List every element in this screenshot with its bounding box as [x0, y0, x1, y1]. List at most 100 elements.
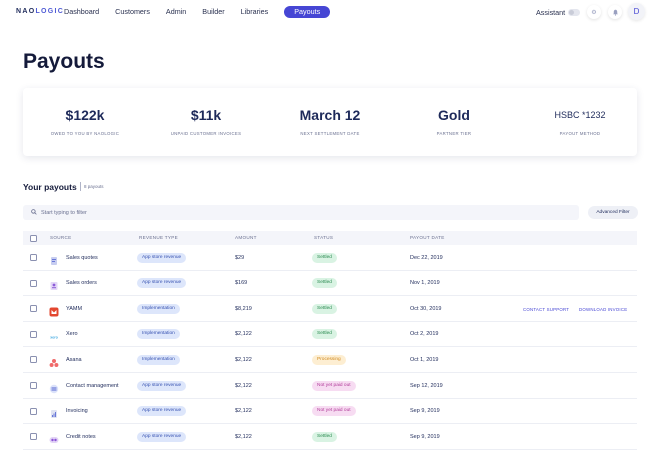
select-all-checkbox[interactable] [30, 234, 37, 242]
amount: $29 [235, 254, 245, 261]
stat-label: PARTNER TIER [436, 131, 472, 136]
row-checkbox[interactable] [30, 279, 37, 287]
filter-bar [23, 205, 579, 220]
table-header: SOURCE REVENUE TYPE AMOUNT STATUS PAYOUT… [23, 231, 637, 245]
col-payout-date[interactable]: PAYOUT DATE [410, 235, 445, 240]
status-badge: Processing [312, 354, 346, 365]
divider [80, 182, 81, 191]
search-icon [31, 208, 37, 217]
source-name: Invoicing [66, 408, 88, 415]
settings-icon[interactable]: ⚙ [587, 5, 601, 19]
payout-date: Sep 12, 2019 [410, 382, 443, 389]
stat-method: HSBC *1232 PAYOUT METHOD [520, 106, 640, 136]
row-checkbox[interactable] [30, 305, 37, 313]
stat-value: $122k [65, 107, 105, 123]
nav-customers[interactable]: Customers [115, 7, 150, 16]
col-status[interactable]: STATUS [314, 235, 334, 240]
revenue-type-badge: App store revenue [137, 252, 187, 263]
stat-value: March 12 [299, 107, 361, 123]
amount: $8,219 [235, 305, 252, 312]
row-checkbox[interactable] [30, 407, 37, 415]
table-row[interactable]: Invoicing App store revenue $2,122 Not yet … [23, 399, 637, 425]
source-logo-icon [49, 432, 59, 443]
contact-support-link[interactable]: CONTACT SUPPORT [523, 307, 570, 312]
revenue-type-badge: Implementation [137, 354, 180, 365]
filter-input[interactable] [41, 209, 441, 216]
source-name: Credit notes [66, 433, 96, 440]
avatar-initial: D [633, 7, 640, 16]
revenue-type-badge: App store revenue [137, 380, 187, 391]
stat-label: OWED TO YOU BY NAOLOGIC [50, 131, 120, 136]
logo-accent-text: LOGIC [35, 8, 65, 15]
col-source[interactable]: SOURCE [50, 235, 72, 240]
table-row[interactable]: Asana Implementation $2,122 Processing Oct 1… [23, 347, 637, 373]
payout-date: Sep 9, 2019 [410, 408, 440, 415]
source-name: Sales orders [66, 280, 97, 287]
payout-date: Nov 1, 2019 [410, 280, 440, 287]
amount: $2,122 [235, 356, 252, 363]
nav-builder[interactable]: Builder [202, 7, 225, 16]
payout-date: Sep 9, 2019 [410, 433, 440, 440]
row-checkbox[interactable] [30, 330, 37, 338]
table-row[interactable]: Sales orders App store revenue $169 Settled… [23, 271, 637, 297]
source-logo-icon: xero [49, 329, 59, 340]
source-name: Contact management [66, 382, 119, 389]
source-logo-icon [49, 381, 59, 393]
stat-value: $11k [190, 107, 222, 123]
svg-text:xero: xero [50, 336, 58, 340]
payout-date: Oct 2, 2019 [410, 331, 439, 338]
stat-label: PAYOUT METHOD [559, 131, 601, 136]
col-amount[interactable]: AMOUNT [235, 235, 257, 240]
col-revenue-type[interactable]: REVENUE TYPE [139, 235, 178, 240]
revenue-type-badge: App store revenue [137, 278, 187, 289]
source-name: Asana [66, 356, 82, 363]
nav-libraries[interactable]: Libraries [240, 7, 269, 16]
nav-admin[interactable]: Admin [165, 7, 187, 16]
top-nav: NAOLOGIC Dashboard Customers Admin Build… [0, 0, 661, 24]
bell-icon[interactable] [608, 5, 622, 19]
download-invoice-link[interactable]: DOWNLOAD INVOICE [579, 307, 628, 312]
revenue-type-badge: App store revenue [137, 431, 187, 442]
nav-dashboard[interactable]: Dashboard [64, 7, 100, 16]
nav-payouts[interactable]: Payouts [284, 6, 331, 18]
toggle-switch[interactable] [568, 9, 581, 16]
revenue-type-badge: App store revenue [137, 406, 187, 417]
assistant-toggle[interactable]: Assistant [536, 8, 581, 17]
row-checkbox[interactable] [30, 382, 37, 389]
stat-owed: $122k OWED TO YOU BY NAOLOGIC [25, 106, 145, 136]
stat-value: HSBC *1232 [554, 110, 606, 120]
status-badge: Not yet paid out [312, 380, 356, 391]
source-name: Xero [66, 331, 78, 338]
source-name: Sales quotes [66, 254, 98, 261]
source-logo-icon [49, 304, 59, 317]
revenue-type-badge: Implementation [137, 329, 180, 340]
table-row[interactable]: Sales quotes App store revenue $29 Settled D… [23, 245, 637, 271]
payout-date: Oct 30, 2019 [410, 305, 442, 312]
table-row[interactable]: Contact management App store revenue $2,12… [23, 373, 637, 399]
status-badge: Settled [312, 252, 337, 263]
amount: $2,122 [235, 382, 252, 389]
stat-value: Gold [438, 107, 470, 123]
stat-unpaid: $11k UNPAID CUSTOMER INVOICES [146, 106, 266, 136]
page-title: Payouts [23, 50, 105, 73]
row-checkbox[interactable] [30, 356, 37, 364]
amount: $2,122 [235, 408, 252, 415]
amount: $2,122 [235, 331, 252, 338]
source-logo-icon [49, 278, 59, 291]
logo[interactable]: NAOLOGIC [16, 8, 64, 15]
avatar[interactable]: D [628, 3, 645, 20]
advanced-filter-button[interactable]: Advanced Filter [588, 206, 638, 219]
row-checkbox[interactable] [30, 254, 37, 261]
payout-date: Dec 22, 2019 [410, 254, 443, 261]
stat-label: NEXT SETTLEMENT DATE [300, 131, 360, 136]
table-row[interactable]: YAMM Implementation $8,219 Settled Oct 30, 2… [23, 296, 637, 322]
table-row[interactable]: Credit notes App store revenue $2,122 Settl… [23, 424, 637, 450]
stat-label: UNPAID CUSTOMER INVOICES [170, 131, 242, 136]
status-badge: Settled [312, 278, 337, 289]
payout-count: 8 payouts [84, 184, 104, 189]
source-logo-icon [49, 406, 59, 419]
row-checkbox[interactable] [30, 433, 37, 441]
status-badge: Not yet paid out [312, 406, 356, 417]
payout-date: Oct 1, 2019 [410, 356, 439, 363]
table-row[interactable]: xero Xero Implementation $2,122 Settled Oct 2… [23, 322, 637, 348]
